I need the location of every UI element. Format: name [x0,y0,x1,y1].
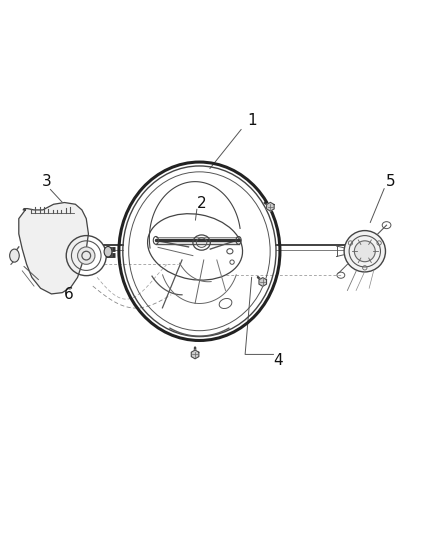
Text: 3: 3 [42,174,52,189]
Polygon shape [191,350,199,359]
Ellipse shape [104,246,112,257]
Text: 6: 6 [64,287,74,302]
Text: 2: 2 [197,196,206,211]
Ellipse shape [344,231,385,272]
Polygon shape [267,203,274,211]
Ellipse shape [78,247,95,264]
Ellipse shape [10,249,19,262]
Polygon shape [19,203,88,294]
Text: 4: 4 [273,352,283,368]
Text: 1: 1 [247,113,257,128]
Ellipse shape [354,241,375,262]
Polygon shape [259,278,267,286]
Text: 5: 5 [386,174,396,189]
